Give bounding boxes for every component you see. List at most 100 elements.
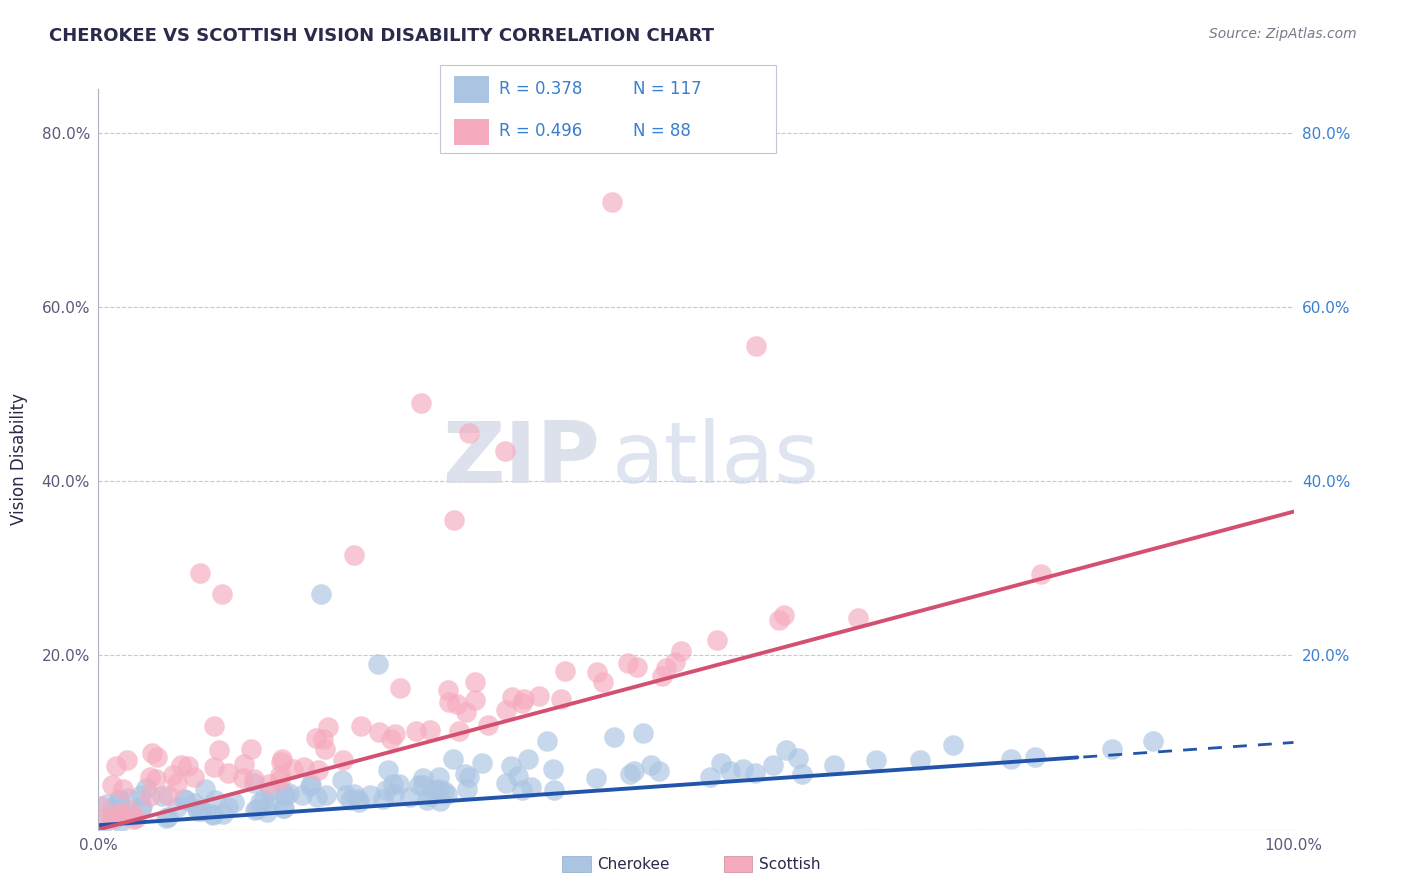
Point xyxy=(790,767,813,781)
Point xyxy=(162,767,184,781)
Point xyxy=(245,802,267,816)
Point xyxy=(640,758,662,772)
Point xyxy=(495,703,517,717)
Point xyxy=(908,753,931,767)
Point xyxy=(177,759,200,773)
Point xyxy=(121,809,143,823)
Point xyxy=(447,724,470,739)
Point xyxy=(664,655,686,669)
Point xyxy=(335,789,357,803)
Point xyxy=(108,814,131,829)
Point xyxy=(585,771,607,785)
Point xyxy=(173,791,195,805)
Point xyxy=(194,781,217,796)
Point xyxy=(1029,567,1052,582)
Point xyxy=(249,795,271,809)
Text: N = 88: N = 88 xyxy=(633,122,690,140)
Point xyxy=(427,781,450,796)
Point xyxy=(105,807,128,822)
Point xyxy=(299,777,322,791)
Point xyxy=(330,773,353,788)
Point xyxy=(145,772,167,787)
Point xyxy=(718,764,741,779)
Point xyxy=(1000,752,1022,766)
Text: ZIP: ZIP xyxy=(443,417,600,501)
Point xyxy=(775,743,797,757)
Point xyxy=(105,759,128,773)
Point xyxy=(399,790,422,805)
Text: R = 0.378: R = 0.378 xyxy=(499,80,582,98)
Point xyxy=(382,777,405,791)
Point xyxy=(768,613,790,627)
Point xyxy=(176,792,198,806)
Point xyxy=(471,756,494,770)
Point xyxy=(454,767,477,781)
Point xyxy=(373,792,395,806)
Point xyxy=(332,753,354,767)
Point xyxy=(439,695,461,709)
Text: CHEROKEE VS SCOTTISH VISION DISABILITY CORRELATION CHART: CHEROKEE VS SCOTTISH VISION DISABILITY C… xyxy=(49,27,714,45)
Point xyxy=(405,723,427,738)
Point xyxy=(443,513,465,527)
Point xyxy=(117,753,139,767)
Point xyxy=(222,795,245,809)
Point xyxy=(623,764,645,778)
Point xyxy=(217,766,239,780)
Point xyxy=(156,810,179,824)
Point xyxy=(602,195,624,210)
Point xyxy=(89,799,111,814)
Point xyxy=(823,757,845,772)
Point xyxy=(787,751,810,765)
Point xyxy=(416,793,439,807)
Point xyxy=(458,426,481,441)
Text: Source: ZipAtlas.com: Source: ZipAtlas.com xyxy=(1209,27,1357,41)
Point xyxy=(281,762,304,776)
Point xyxy=(188,566,211,580)
Point xyxy=(239,742,262,756)
Point xyxy=(412,771,434,785)
Point xyxy=(619,767,641,781)
Point xyxy=(543,762,565,776)
Point xyxy=(501,690,523,704)
Point xyxy=(942,738,965,752)
Point xyxy=(166,800,188,814)
Point xyxy=(100,801,122,815)
Point xyxy=(232,757,254,772)
Point xyxy=(166,776,188,790)
Point xyxy=(454,705,477,719)
Point xyxy=(253,791,276,805)
Point xyxy=(368,724,391,739)
Point xyxy=(183,770,205,784)
Point xyxy=(733,762,755,776)
Point xyxy=(433,784,456,798)
Point xyxy=(436,787,458,801)
Point xyxy=(520,780,543,794)
Point xyxy=(292,760,315,774)
Point xyxy=(375,782,398,797)
Y-axis label: Vision Disability: Vision Disability xyxy=(10,393,28,525)
Point xyxy=(603,730,626,744)
Point xyxy=(120,803,142,817)
Point xyxy=(669,643,692,657)
Point xyxy=(129,788,152,802)
Point xyxy=(243,803,266,817)
Point xyxy=(411,396,433,410)
Point xyxy=(423,783,446,797)
Point xyxy=(626,660,648,674)
Point xyxy=(648,764,671,779)
Point xyxy=(112,782,135,797)
Point xyxy=(232,772,254,786)
Point xyxy=(536,733,558,747)
Point xyxy=(510,697,533,711)
Point xyxy=(464,693,486,707)
Point xyxy=(125,811,148,825)
Point xyxy=(157,788,180,802)
Text: R = 0.496: R = 0.496 xyxy=(499,122,582,140)
Point xyxy=(408,778,430,792)
Point xyxy=(201,807,224,822)
Point xyxy=(202,808,225,822)
Text: Scottish: Scottish xyxy=(759,857,821,871)
Point xyxy=(141,746,163,760)
Point xyxy=(273,801,295,815)
Point xyxy=(446,697,468,711)
